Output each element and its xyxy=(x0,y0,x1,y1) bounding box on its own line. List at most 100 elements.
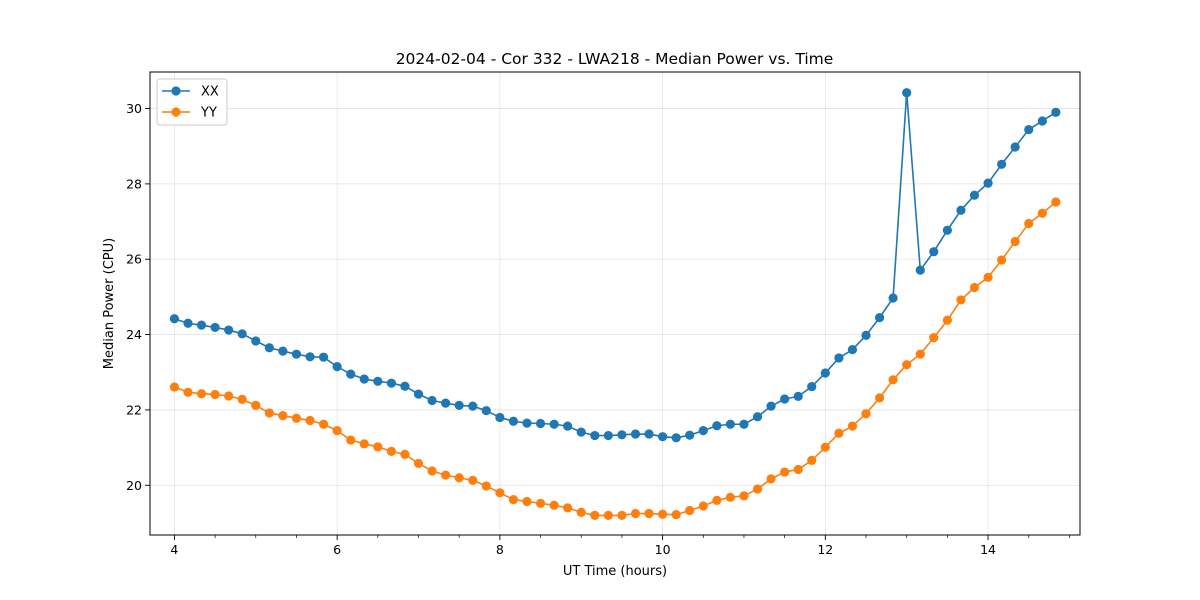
series-xx-point xyxy=(807,381,817,392)
series-yy-point xyxy=(305,415,315,426)
series-xx-point xyxy=(929,247,939,257)
series-xx-point xyxy=(780,394,790,404)
series-xx-point xyxy=(752,412,763,422)
series-xx-point xyxy=(318,352,329,362)
series-yy-point xyxy=(834,428,844,438)
x-tick-label: 6 xyxy=(333,542,341,557)
series-xx-point xyxy=(440,398,451,408)
series-xx-point xyxy=(793,391,803,401)
series-xx-point xyxy=(549,419,559,429)
series-xx-point xyxy=(698,426,708,436)
series-yy-point xyxy=(752,484,763,494)
x-tick-label: 4 xyxy=(170,542,178,557)
series-xx-point xyxy=(1037,116,1047,126)
x-tick-label: 12 xyxy=(817,542,833,557)
series-xx-point xyxy=(359,374,369,384)
series-xx-point xyxy=(1051,107,1061,117)
series-yy-point xyxy=(983,272,993,282)
series-xx-point xyxy=(766,401,776,411)
series-xx-point xyxy=(1010,142,1020,152)
series-xx-point xyxy=(820,368,830,378)
series-xx-point xyxy=(210,322,220,333)
series-xx-point xyxy=(1024,125,1034,135)
series-yy-point xyxy=(888,375,898,385)
series-xx-point xyxy=(630,429,641,439)
series-yy-point xyxy=(902,360,912,370)
series-xx-point xyxy=(427,395,437,406)
legend-yy-marker xyxy=(171,107,181,117)
series-xx-point xyxy=(915,265,925,275)
series-xx-point xyxy=(942,225,952,235)
series-xx-point xyxy=(617,430,627,440)
series-yy-point xyxy=(169,382,180,392)
legend-xx-label: XX xyxy=(201,85,219,100)
series-xx-point xyxy=(671,433,681,443)
series-yy-point xyxy=(861,409,871,419)
series-yy-point xyxy=(495,488,505,498)
series-yy-point xyxy=(780,467,790,477)
series-xx-point xyxy=(278,346,288,356)
series-yy-point xyxy=(224,391,234,401)
series-xx-point xyxy=(847,345,858,355)
series-xx-point xyxy=(712,421,722,431)
series-xx-point xyxy=(657,432,668,442)
series-xx-point xyxy=(644,429,654,439)
series-xx-point xyxy=(874,313,885,323)
x-tick-label: 10 xyxy=(655,542,671,557)
series-yy-point xyxy=(264,408,274,418)
series-xx-point xyxy=(251,336,261,346)
series-yy-point xyxy=(698,501,708,511)
series-xx-point xyxy=(590,430,600,441)
series-yy-point xyxy=(278,410,288,421)
series-xx-point xyxy=(346,369,356,379)
series-xx-point xyxy=(183,318,193,328)
series-xx-point xyxy=(563,421,573,431)
legend-xx-marker xyxy=(171,86,181,96)
series-xx-point xyxy=(400,381,410,391)
series-layer xyxy=(169,88,1061,521)
series-yy-point xyxy=(644,508,654,519)
series-xx-point xyxy=(291,349,302,359)
series-yy-point xyxy=(346,435,356,445)
series-xx-point xyxy=(508,416,519,426)
series-xx-point xyxy=(224,325,234,335)
y-tick-label: 20 xyxy=(126,478,142,493)
series-yy-point xyxy=(603,510,613,521)
series-yy-point xyxy=(942,315,952,325)
series-yy-point xyxy=(400,449,410,459)
series-xx-point xyxy=(834,353,844,363)
series-yy-point xyxy=(657,509,668,519)
legend-yy-label: YY xyxy=(200,106,217,121)
series-xx-point xyxy=(468,401,478,411)
series-yy-point xyxy=(1024,218,1034,229)
series-yy-point xyxy=(1051,197,1061,207)
y-tick-label: 28 xyxy=(126,176,142,191)
series-xx-point xyxy=(305,352,315,362)
series-yy-point xyxy=(1010,236,1020,247)
x-axis-label: UT Time (hours) xyxy=(563,564,667,579)
series-yy-point xyxy=(929,332,939,343)
series-yy-point xyxy=(915,349,925,359)
series-yy-point xyxy=(481,481,491,491)
series-yy-point xyxy=(671,510,681,520)
series-yy-point xyxy=(997,255,1007,265)
series-xx-point xyxy=(969,190,980,200)
series-xx-point xyxy=(603,430,613,441)
series-xx-point xyxy=(861,330,871,340)
series-yy-point xyxy=(332,426,342,436)
series-yy-point xyxy=(969,282,980,293)
series-yy-point xyxy=(251,400,261,411)
series-xx-point xyxy=(481,406,491,416)
series-xx-point xyxy=(386,378,397,388)
series-yy-point xyxy=(793,464,803,475)
series-yy-point xyxy=(386,446,397,456)
series-yy-point xyxy=(847,421,858,431)
series-yy-point xyxy=(440,470,451,480)
series-yy-point xyxy=(807,455,817,466)
series-yy-point xyxy=(373,442,383,452)
series-yy-point xyxy=(712,495,722,505)
series-xx-point xyxy=(956,205,966,215)
series-yy-point xyxy=(454,473,464,483)
series-yy-point xyxy=(1037,208,1047,218)
